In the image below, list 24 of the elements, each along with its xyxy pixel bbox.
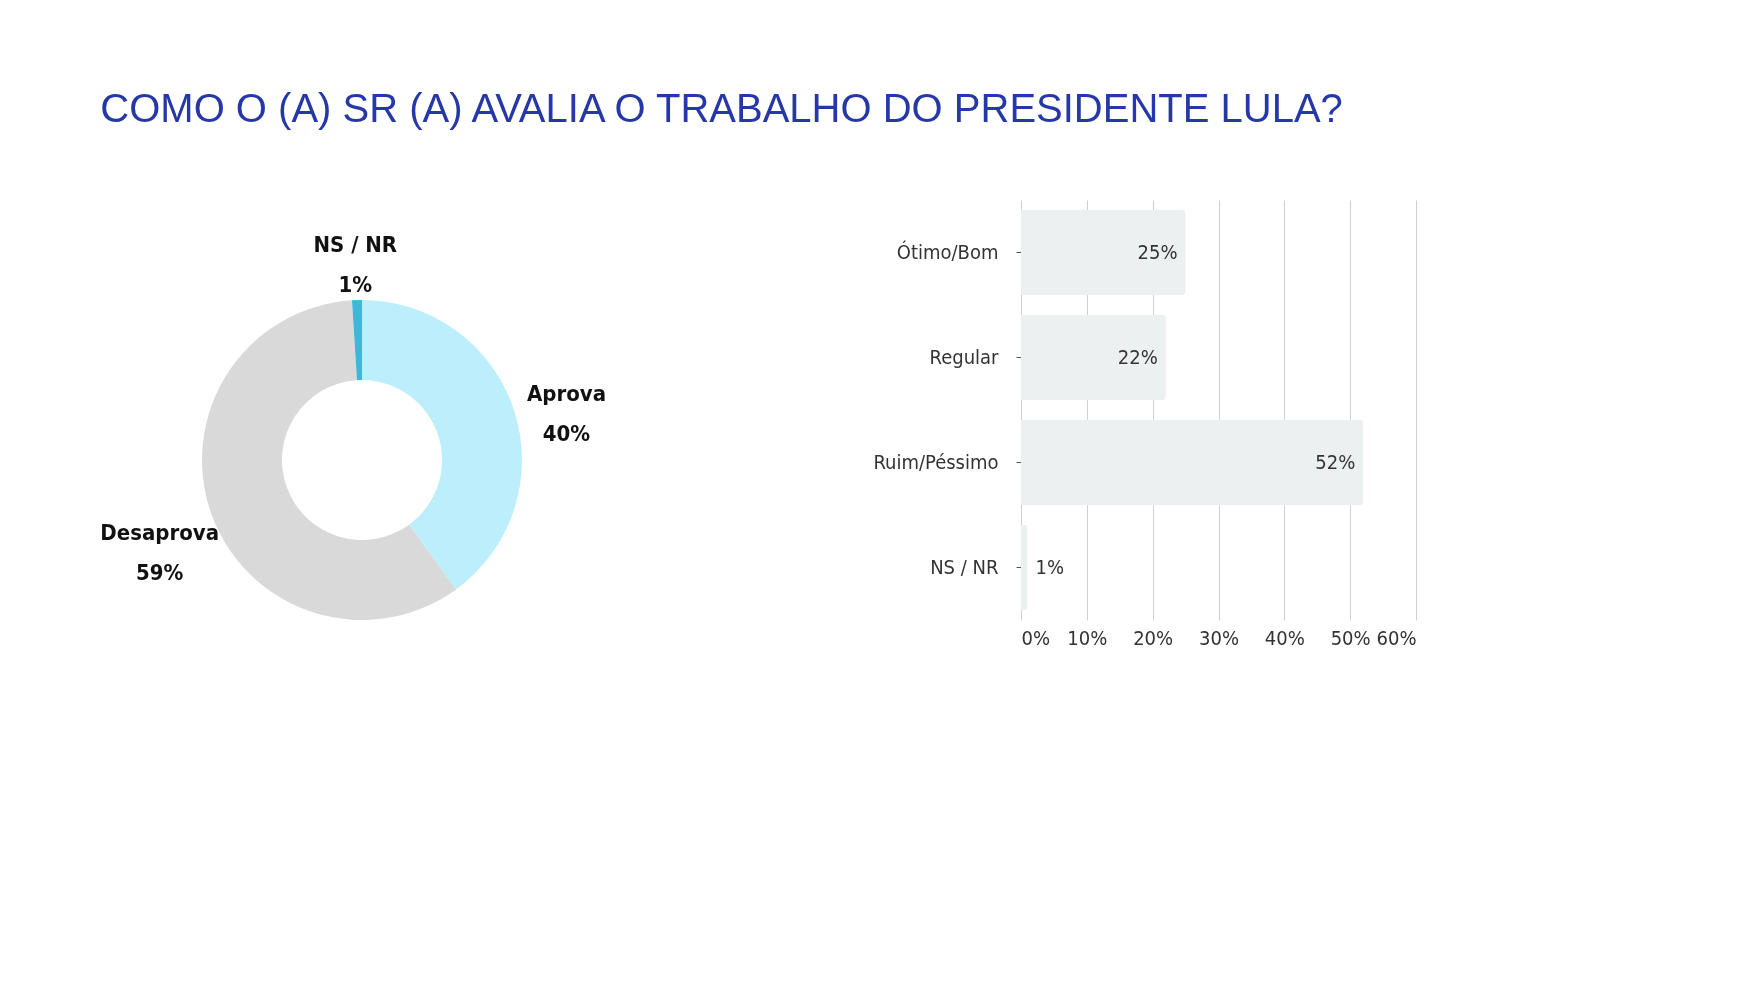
y-tick-label: Regular (929, 344, 1000, 369)
x-tick-label: 60% (1376, 625, 1417, 650)
x-tick-label: 10% (1067, 625, 1108, 650)
donut-slice (362, 300, 522, 590)
x-tick-label: 50% (1330, 625, 1371, 650)
y-tick-label: NS / NR (930, 554, 999, 579)
data-label: 25% (1137, 239, 1178, 264)
slice-label: Desaprova (100, 519, 220, 545)
x-tick-label: 40% (1264, 625, 1305, 650)
donut-slice (351, 300, 362, 381)
data-label: 22% (1117, 344, 1158, 369)
x-tick-label: 0% (1021, 625, 1051, 650)
y-tick-label: Ótimo/Bom (896, 239, 999, 264)
text: COMO O (A) SR (A) AVALIA O TRABALHO DO PRESIDENTE LULA? (100, 86, 1343, 130)
data-label: 40% (542, 420, 591, 446)
slice-label: NS / NR (313, 232, 398, 258)
data-label: 52% (1315, 449, 1356, 474)
data-label: 1% (1035, 554, 1065, 579)
x-tick-label: 20% (1133, 625, 1174, 650)
y-tick-label: Ruim/Péssimo (873, 449, 999, 474)
data-label: 59% (136, 559, 184, 585)
slice-label: Aprova (526, 380, 607, 406)
data-label: 1% (338, 272, 373, 298)
x-tick-label: 30% (1199, 625, 1239, 650)
